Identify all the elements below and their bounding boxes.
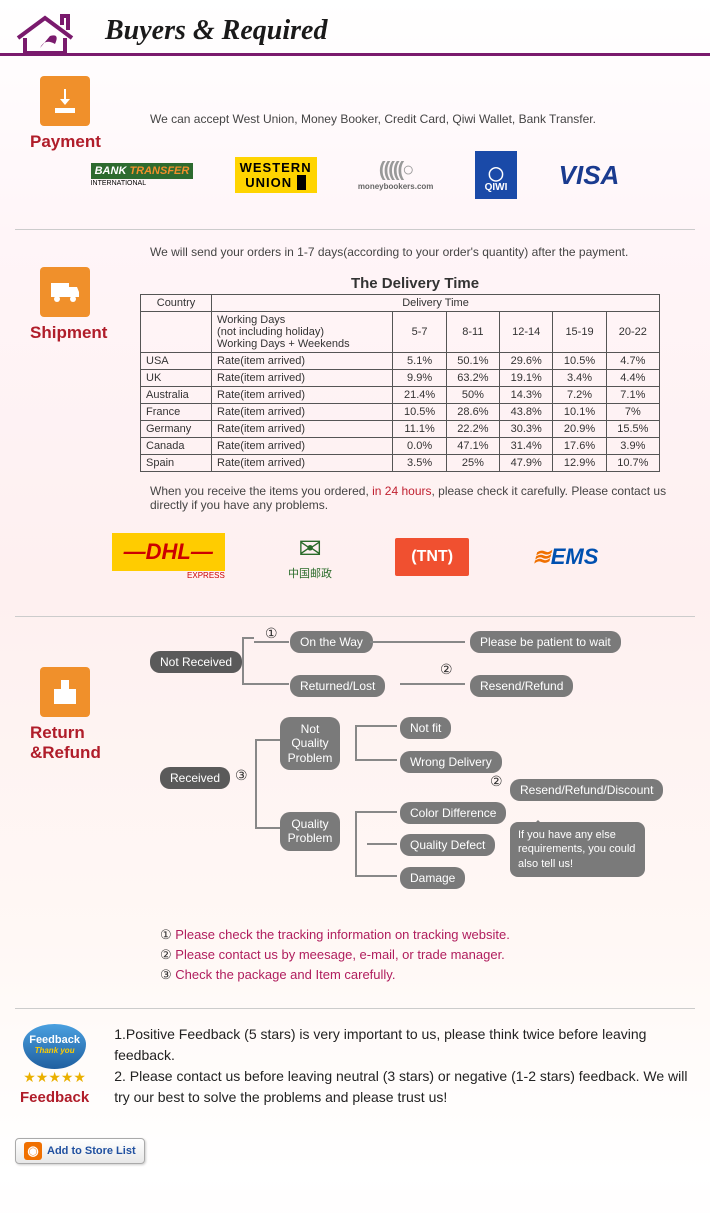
- table-row: GermanyRate(item arrived)11.1%22.2%30.3%…: [141, 421, 660, 438]
- pill-defect: Quality Defect: [400, 834, 495, 856]
- moneybookers-logo: (((((○ moneybookers.com: [358, 159, 434, 191]
- refund-label: Return &Refund: [30, 723, 150, 763]
- pill-wait: Please be patient to wait: [470, 631, 621, 653]
- th-delivery: Delivery Time: [212, 295, 660, 312]
- shipment-section: We will send your orders in 1-7 days(acc…: [0, 235, 710, 611]
- th-working: Working Days (not including holiday) Wor…: [212, 312, 393, 353]
- dhl-logo: —DHL— EXPRESS: [112, 533, 225, 580]
- pill-not-quality: NotQualityProblem: [280, 717, 340, 770]
- qiwi-logo: ◯QIWI: [475, 151, 518, 199]
- pill-resend1: Resend/Refund: [470, 675, 573, 697]
- circled-1: ①: [265, 625, 278, 642]
- delivery-table: Country Delivery Time Working Days (not …: [140, 294, 660, 472]
- pill-quality: QualityProblem: [280, 812, 340, 851]
- divider: [15, 1008, 695, 1009]
- divider: [15, 229, 695, 230]
- header: Buyers & Required: [0, 0, 710, 56]
- feedback-text: 1.Positive Feedback (5 stars) is very im…: [114, 1024, 690, 1108]
- speech-bubble: If you have any else requirements, you c…: [510, 822, 645, 877]
- shipment-label: Shipment: [30, 323, 140, 343]
- chinapost-logo: ✉ 中国邮政: [288, 532, 332, 581]
- feedback-label: Feedback: [20, 1089, 89, 1106]
- refund-section: Return &Refund ① Not Received On the Way…: [0, 622, 710, 1003]
- shipment-icon: [40, 267, 90, 317]
- th-country: Country: [141, 295, 212, 312]
- delivery-title: The Delivery Time: [140, 275, 690, 292]
- pill-received: Received: [160, 767, 230, 789]
- table-row: CanadaRate(item arrived)0.0%47.1%31.4%17…: [141, 438, 660, 455]
- refund-notes: ① Please check the tracking information …: [160, 927, 690, 983]
- table-row: USARate(item arrived)5.1%50.1%29.6%10.5%…: [141, 353, 660, 370]
- house-logo-icon: [10, 8, 80, 53]
- payment-text: We can accept West Union, Money Booker, …: [150, 112, 690, 126]
- payment-icon: [40, 76, 90, 126]
- pill-wrong-del: Wrong Delivery: [400, 751, 502, 773]
- visa-logo: VISA: [559, 160, 620, 191]
- page-title: Buyers & Required: [105, 15, 327, 47]
- tnt-logo: (TNT): [395, 538, 469, 576]
- shipment-intro: We will send your orders in 1-7 days(acc…: [150, 245, 690, 259]
- table-row: UKRate(item arrived)9.9%63.2%19.1%3.4%4.…: [141, 370, 660, 387]
- table-row: FranceRate(item arrived)10.5%28.6%43.8%1…: [141, 404, 660, 421]
- refund-flow: ① Not Received On the Way Please be pati…: [150, 627, 690, 917]
- western-union-logo: WESTERNUNION ||: [235, 157, 317, 193]
- circled-3: ③: [235, 767, 248, 784]
- circled-2a: ②: [440, 661, 453, 678]
- pill-on-way: On the Way: [290, 631, 373, 653]
- shipment-note: When you receive the items you ordered, …: [150, 484, 670, 512]
- pill-damage: Damage: [400, 867, 465, 889]
- pill-returned: Returned/Lost: [290, 675, 385, 697]
- payment-section: Payment We can accept West Union, Money …: [0, 56, 710, 224]
- pill-not-received: Not Received: [150, 651, 242, 673]
- table-row: SpainRate(item arrived)3.5%25%47.9%12.9%…: [141, 455, 660, 472]
- refund-icon: [40, 667, 90, 717]
- payment-logos: BANK TRANSFER INTERNATIONAL WESTERNUNION…: [20, 126, 690, 214]
- rss-icon: ◉: [24, 1142, 42, 1160]
- pill-resend2: Resend/Refund/Discount: [510, 779, 663, 801]
- circled-2b: ②: [490, 773, 503, 790]
- table-row: AustraliaRate(item arrived)21.4%50%14.3%…: [141, 387, 660, 404]
- add-to-store-button[interactable]: ◉ Add to Store List: [15, 1138, 145, 1164]
- divider: [15, 616, 695, 617]
- feedback-section: FeedbackThank you ★★★★★ Feedback 1.Posit…: [0, 1014, 710, 1118]
- carrier-logos: —DHL— EXPRESS ✉ 中国邮政 (TNT) ≋EMS: [20, 512, 690, 601]
- feedback-icon: FeedbackThank you ★★★★★ Feedback: [20, 1024, 89, 1106]
- ems-logo: ≋EMS: [532, 544, 598, 570]
- pill-color: Color Difference: [400, 802, 506, 824]
- pill-not-fit: Not fit: [400, 717, 451, 739]
- store-button-label: Add to Store List: [47, 1145, 136, 1157]
- bank-transfer-logo: BANK TRANSFER INTERNATIONAL: [91, 163, 194, 187]
